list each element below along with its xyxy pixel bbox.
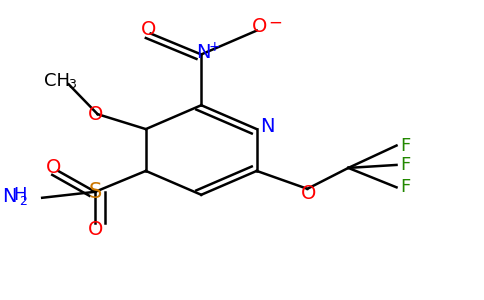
Text: F: F bbox=[400, 136, 410, 154]
Text: 3: 3 bbox=[68, 78, 76, 91]
Text: O: O bbox=[301, 184, 316, 203]
Text: O: O bbox=[45, 158, 61, 177]
Text: 2: 2 bbox=[19, 195, 27, 208]
Text: O: O bbox=[251, 16, 267, 36]
Text: F: F bbox=[400, 178, 410, 196]
Text: O: O bbox=[140, 20, 156, 39]
Text: N: N bbox=[197, 43, 211, 62]
Text: S: S bbox=[89, 182, 102, 202]
Text: N: N bbox=[2, 188, 17, 206]
Text: CH: CH bbox=[44, 72, 70, 90]
Text: O: O bbox=[88, 105, 103, 124]
Text: H: H bbox=[14, 186, 27, 204]
Text: +: + bbox=[209, 40, 221, 54]
Text: −: − bbox=[268, 13, 282, 31]
Text: F: F bbox=[400, 156, 410, 174]
Text: N: N bbox=[260, 117, 274, 136]
Text: O: O bbox=[88, 220, 103, 238]
